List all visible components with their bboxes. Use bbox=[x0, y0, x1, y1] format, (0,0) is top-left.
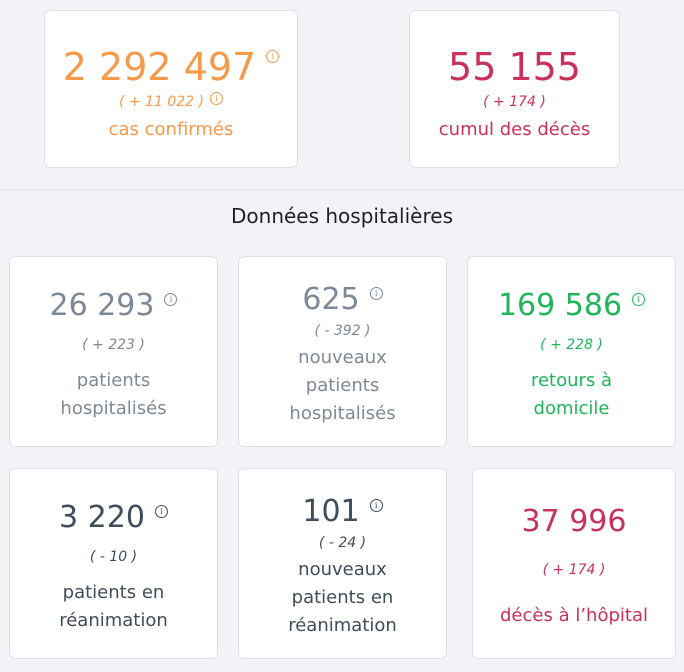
hospitalized-label: patients hospitalisés bbox=[60, 370, 167, 419]
new-icu-number: 101 bbox=[302, 494, 360, 529]
hospital-deaths-delta: ( + 174 ) bbox=[542, 562, 606, 578]
new-icu-delta: ( - 24 ) bbox=[318, 535, 367, 551]
hospitalized-number: 26 293 bbox=[49, 288, 155, 323]
card-confirmed-cases: 2 292 497 i ( + 11 022 ) i cas confirmés bbox=[44, 10, 298, 168]
card-hospital-deaths: 37 996 ( + 174 ) décès à l’hôpital bbox=[472, 468, 676, 659]
hospital-deaths-value: 37 996 bbox=[521, 504, 627, 539]
icu-value: 3 220 i bbox=[10, 503, 217, 533]
new-hospitalized-delta: ( - 392 ) bbox=[314, 323, 371, 339]
card-new-hospitalized: 625 i ( - 392 ) nouveaux patients hospita… bbox=[238, 256, 447, 447]
icu-label: patients en réanimation bbox=[59, 582, 168, 631]
new-icu-label: nouveaux patients en réanimation bbox=[288, 559, 397, 636]
card-cumulative-deaths: 55 155 ( + 174 ) cumul des décès bbox=[409, 10, 620, 168]
info-icon[interactable]: i bbox=[266, 50, 280, 63]
info-icon[interactable]: i bbox=[632, 293, 646, 306]
new-icu-value: 101 i bbox=[239, 497, 446, 527]
section-divider bbox=[0, 189, 684, 190]
returns-home-delta: ( + 228 ) bbox=[540, 337, 603, 353]
hospitalized-value: 26 293 i bbox=[10, 291, 217, 321]
card-hospitalized: 26 293 i ( + 223 ) patients hospitalisés bbox=[9, 256, 218, 447]
info-icon[interactable]: i bbox=[210, 92, 223, 105]
hospital-section-title: Données hospitalières bbox=[231, 204, 453, 228]
returns-home-number: 169 586 bbox=[497, 288, 623, 323]
icu-delta: ( - 10 ) bbox=[89, 549, 138, 565]
returns-home-value: 169 586 i bbox=[468, 291, 675, 321]
hospital-deaths-label: décès à l’hôpital bbox=[500, 605, 648, 626]
cumulative-deaths-value: 55 155 bbox=[448, 45, 581, 89]
new-hospitalized-number: 625 bbox=[302, 282, 360, 317]
new-hospitalized-value: 625 i bbox=[239, 285, 446, 315]
confirmed-cases-delta-text: ( + 11 022 ) bbox=[119, 94, 204, 110]
icu-number: 3 220 bbox=[59, 500, 145, 535]
confirmed-cases-delta: ( + 11 022 ) i bbox=[45, 92, 297, 110]
card-new-icu: 101 i ( - 24 ) nouveaux patients en réani… bbox=[238, 468, 447, 659]
new-hospitalized-label: nouveaux patients hospitalisés bbox=[289, 347, 396, 424]
info-icon[interactable]: i bbox=[369, 499, 383, 512]
card-returns-home: 169 586 i ( + 228 ) retours à domicile bbox=[467, 256, 676, 447]
returns-home-label: retours à domicile bbox=[530, 370, 613, 419]
confirmed-cases-number: 2 292 497 bbox=[62, 45, 257, 89]
confirmed-cases-label: cas confirmés bbox=[108, 119, 234, 140]
confirmed-cases-value: 2 292 497 i bbox=[45, 48, 297, 86]
info-icon[interactable]: i bbox=[369, 287, 383, 300]
cumulative-deaths-delta: ( + 174 ) bbox=[483, 94, 546, 110]
card-icu: 3 220 i ( - 10 ) patients en réanimation bbox=[9, 468, 218, 659]
hospitalized-delta: ( + 223 ) bbox=[82, 337, 145, 353]
info-icon[interactable]: i bbox=[154, 505, 168, 518]
info-icon[interactable]: i bbox=[164, 293, 178, 306]
cumulative-deaths-label: cumul des décès bbox=[438, 119, 591, 140]
